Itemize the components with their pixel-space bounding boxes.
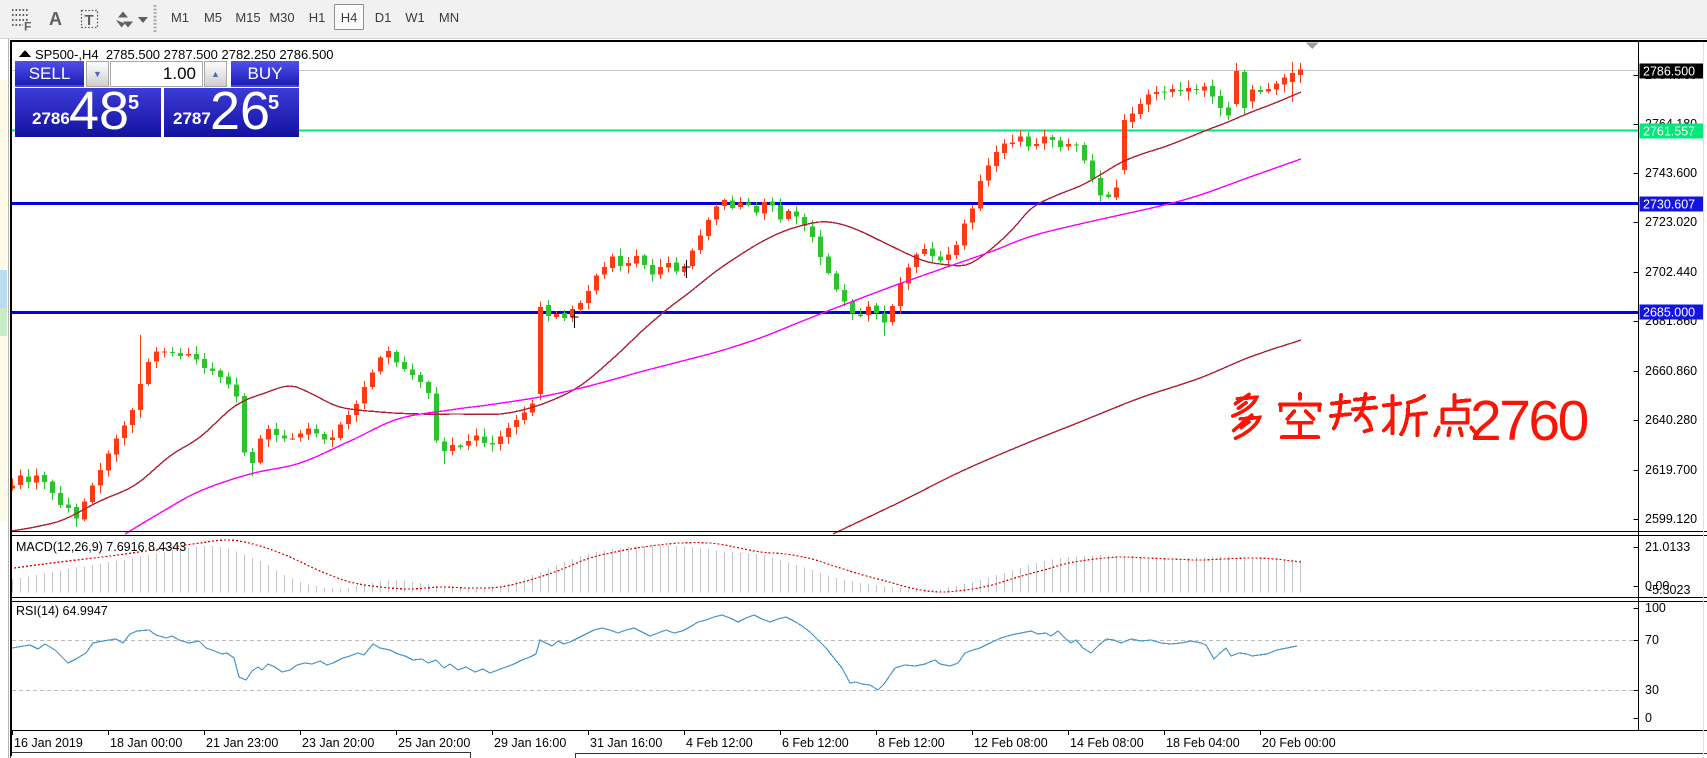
svg-text:A: A [49,9,62,29]
svg-text:30: 30 [1645,683,1659,697]
svg-text:16 Jan 2019: 16 Jan 2019 [14,736,83,750]
svg-text:MACD(12,26,9) 7.6916 8.4343: MACD(12,26,9) 7.6916 8.4343 [16,540,186,554]
svg-text:2743.600: 2743.600 [1645,166,1697,180]
svg-text:2761.557: 2761.557 [1643,125,1695,139]
svg-text:2685.000: 2685.000 [1643,306,1695,320]
svg-text:T: T [85,12,94,29]
svg-text:25 Jan 20:00: 25 Jan 20:00 [398,736,470,750]
svg-text:2660.860: 2660.860 [1645,364,1697,378]
svg-text:8 Feb 12:00: 8 Feb 12:00 [878,736,945,750]
svg-text:6 Feb 12:00: 6 Feb 12:00 [782,736,849,750]
svg-text:70: 70 [1645,633,1659,647]
svg-text:18 Jan 00:00: 18 Jan 00:00 [110,736,182,750]
svg-text:2760: 2760 [1470,389,1588,453]
svg-text:29 Jan 16:00: 29 Jan 16:00 [494,736,566,750]
svg-text:31 Jan 16:00: 31 Jan 16:00 [590,736,662,750]
svg-text:20 Feb 00:00: 20 Feb 00:00 [1262,736,1336,750]
svg-text:RSI(14) 64.9947: RSI(14) 64.9947 [16,604,108,618]
svg-text:12 Feb 08:00: 12 Feb 08:00 [974,736,1048,750]
svg-text:2730.607: 2730.607 [1643,198,1695,212]
svg-text:4 Feb 12:00: 4 Feb 12:00 [686,736,753,750]
svg-text:18 Feb 04:00: 18 Feb 04:00 [1166,736,1240,750]
svg-text:14 Feb 08:00: 14 Feb 08:00 [1070,736,1144,750]
svg-text:2723.020: 2723.020 [1645,215,1697,229]
svg-text:2640.280: 2640.280 [1645,413,1697,427]
svg-text:2702.440: 2702.440 [1645,265,1697,279]
svg-text:0.00: 0.00 [1645,579,1669,593]
svg-text:23 Jan 20:00: 23 Jan 20:00 [302,736,374,750]
svg-text:2619.700: 2619.700 [1645,463,1697,477]
svg-text:SP500-,H4 2785.500 2787.500 2: SP500-,H4 2785.500 2787.500 2782.250 278… [35,47,334,62]
svg-text:100: 100 [1645,601,1666,615]
svg-text:2786.500: 2786.500 [1643,65,1695,79]
svg-text:21 Jan 23:00: 21 Jan 23:00 [206,736,278,750]
svg-text:0: 0 [1645,711,1652,725]
svg-text:-5.3023: -5.3023 [1648,583,1690,597]
svg-text:21.0133: 21.0133 [1645,540,1690,554]
svg-text:2599.120: 2599.120 [1645,512,1697,526]
svg-text:F: F [24,20,31,34]
